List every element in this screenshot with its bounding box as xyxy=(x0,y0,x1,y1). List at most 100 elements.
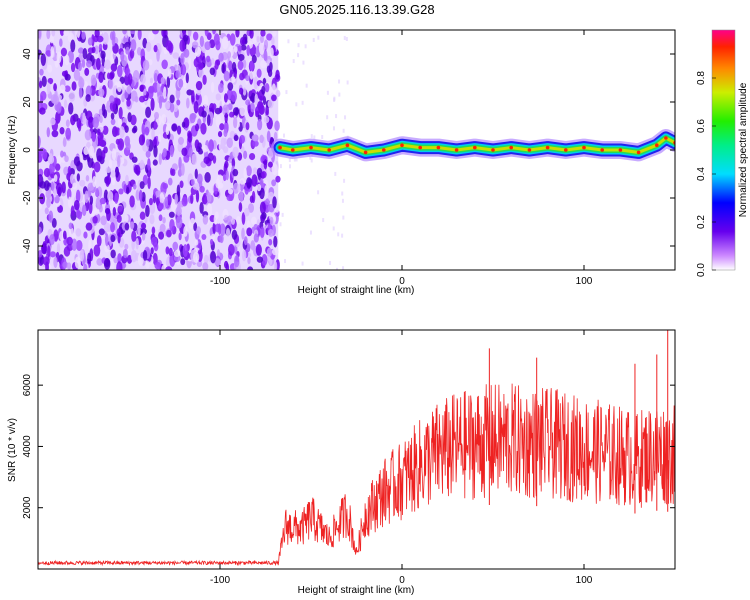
noise-speckle xyxy=(297,53,300,58)
noise-cell xyxy=(244,207,250,217)
noise-cell xyxy=(235,107,239,115)
noise-cell xyxy=(40,53,47,66)
noise-cell xyxy=(49,234,55,246)
noise-cell xyxy=(108,159,112,169)
noise-cell xyxy=(65,73,71,81)
noise-cell xyxy=(256,256,263,263)
noise-cell xyxy=(241,249,247,262)
noise-cell xyxy=(126,85,132,95)
noise-cell xyxy=(47,155,55,165)
noise-cell xyxy=(55,182,63,195)
noise-speckle xyxy=(297,43,300,48)
spectrogram-x-tick-label: 0 xyxy=(399,276,405,287)
noise-cell xyxy=(124,222,130,231)
signal-track-point xyxy=(363,150,368,155)
noise-cell xyxy=(272,196,277,209)
noise-cell xyxy=(263,159,268,170)
noise-cell xyxy=(246,220,251,230)
noise-cell xyxy=(264,82,270,93)
noise-cell xyxy=(267,228,274,237)
noise-cell xyxy=(38,80,43,89)
noise-cell xyxy=(149,214,155,225)
noise-cell xyxy=(127,73,133,86)
noise-cell xyxy=(39,107,46,115)
noise-cell xyxy=(233,134,239,142)
noise-cell xyxy=(41,75,47,87)
noise-cell xyxy=(238,202,243,212)
noise-cell xyxy=(45,50,52,57)
signal-track-point xyxy=(436,145,441,150)
noise-cell xyxy=(152,159,158,166)
noise-cell xyxy=(253,76,259,90)
noise-cell xyxy=(210,250,217,264)
noise-cell xyxy=(152,121,158,130)
noise-speckle xyxy=(301,100,304,105)
noise-cell xyxy=(87,182,95,191)
noise-cell xyxy=(199,35,204,47)
signal-track-point xyxy=(327,148,332,152)
noise-cell xyxy=(204,172,211,183)
noise-cell xyxy=(205,55,211,63)
noise-cell xyxy=(53,187,57,198)
noise-cell xyxy=(169,144,174,158)
noise-cell xyxy=(153,144,158,158)
noise-cell xyxy=(187,30,192,37)
noise-cell xyxy=(202,214,209,225)
noise-cell xyxy=(56,101,62,114)
noise-cell xyxy=(251,134,259,142)
noise-cell xyxy=(77,121,82,132)
noise-cell xyxy=(233,255,240,268)
noise-cell xyxy=(68,91,76,102)
noise-cell xyxy=(241,227,245,240)
noise-cell xyxy=(129,48,135,59)
noise-cell xyxy=(252,140,259,147)
noise-cell xyxy=(209,238,214,246)
noise-cell xyxy=(169,102,175,113)
noise-cell xyxy=(237,60,244,71)
noise-cell xyxy=(164,101,171,110)
noise-cell xyxy=(59,126,65,135)
noise-cell xyxy=(232,168,239,177)
noise-cell xyxy=(181,196,188,207)
noise-cell xyxy=(148,197,153,206)
noise-cell xyxy=(165,40,173,52)
noise-speckle xyxy=(309,155,312,160)
noise-cell xyxy=(111,35,116,47)
noise-cell xyxy=(191,41,199,49)
noise-cell xyxy=(261,85,266,95)
noise-cell xyxy=(223,70,230,82)
noise-cell xyxy=(60,47,68,57)
noise-cell xyxy=(180,52,185,66)
noise-cell xyxy=(191,153,198,166)
noise-cell xyxy=(72,182,78,190)
noise-cell xyxy=(95,187,99,197)
snr-axes: -100 0 100 2000 4000 6000 xyxy=(22,330,675,586)
noise-cell xyxy=(116,64,123,78)
noise-cell xyxy=(240,44,247,51)
noise-cell xyxy=(259,226,265,239)
noise-cell xyxy=(142,59,150,71)
spectrogram-y-axis-label: Frequency (Hz) xyxy=(7,116,18,185)
noise-cell xyxy=(59,38,63,47)
noise-cell xyxy=(223,93,228,103)
noise-cell xyxy=(194,46,202,57)
snr-y-tick-label: 6000 xyxy=(22,374,33,397)
noise-cell xyxy=(263,116,270,124)
noise-cell xyxy=(110,234,116,243)
noise-speckle xyxy=(317,35,320,40)
noise-cell xyxy=(166,75,171,88)
noise-cell xyxy=(212,103,217,110)
snr-line xyxy=(38,383,675,567)
noise-cell xyxy=(125,46,130,55)
noise-cell xyxy=(130,39,137,52)
noise-cell xyxy=(75,209,81,219)
noise-cell xyxy=(110,118,116,126)
noise-cell xyxy=(160,76,165,85)
noise-cell xyxy=(275,89,281,98)
noise-cell xyxy=(117,205,124,215)
noise-cell xyxy=(116,214,122,223)
noise-cell xyxy=(258,41,265,55)
noise-cell xyxy=(230,90,237,102)
noise-cell xyxy=(257,118,263,131)
noise-cell xyxy=(203,254,209,264)
